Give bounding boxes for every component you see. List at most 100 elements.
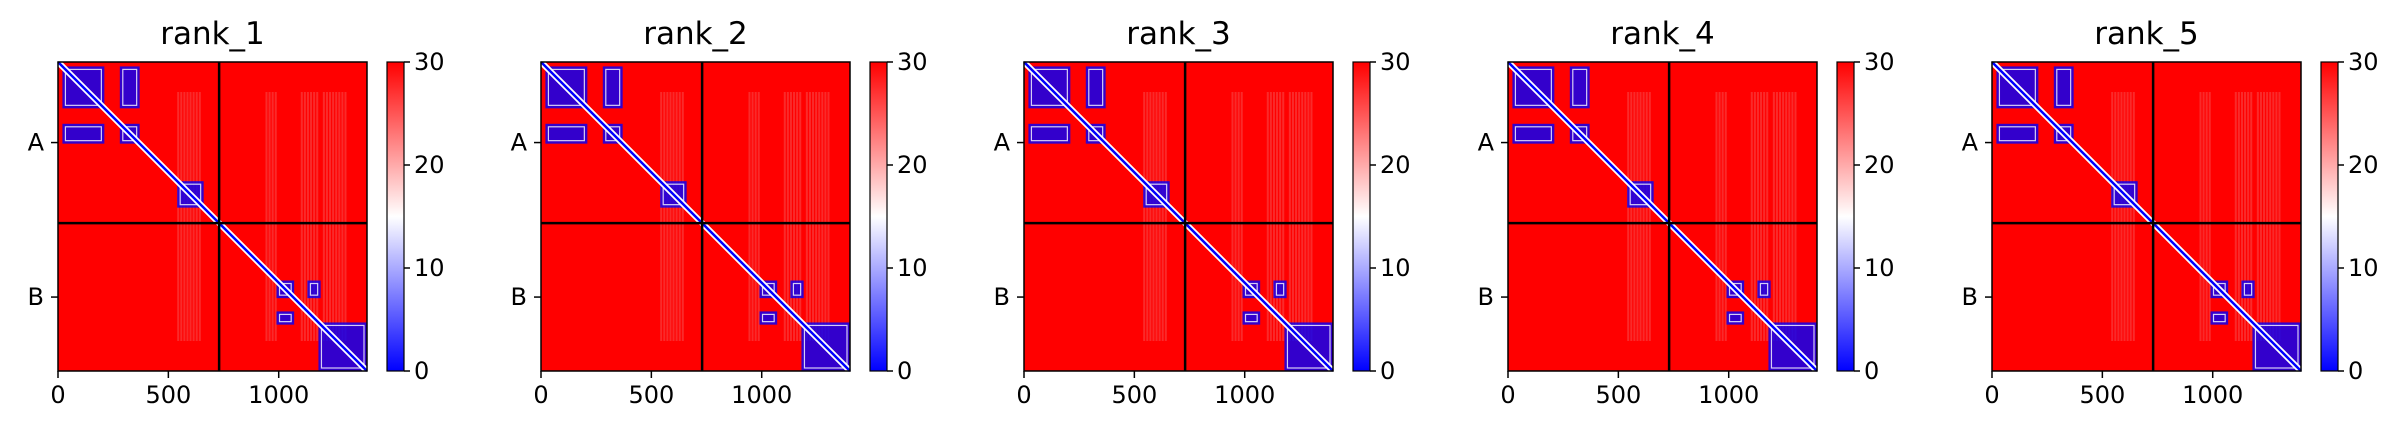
- texture-stripe: [1269, 92, 1272, 341]
- texture-stripe: [189, 92, 192, 341]
- texture-stripe: [757, 92, 760, 341]
- colorbar-tick-label: 0: [2348, 357, 2363, 385]
- low-pae-block-edge: [64, 68, 102, 106]
- texture-stripe: [1237, 92, 1240, 341]
- heatmap-panel-3: rank_3 A B 0 500 1000 0 10 20 30: [994, 16, 1411, 409]
- texture-stripe: [1627, 92, 1630, 341]
- texture-stripe: [1298, 92, 1301, 341]
- texture-stripe: [1779, 92, 1782, 341]
- colorbar-tick-label: 10: [2348, 254, 2379, 282]
- texture-stripe: [1715, 92, 1718, 341]
- low-pae-block-edge: [547, 126, 585, 142]
- low-pae-block-edge: [1145, 183, 1168, 206]
- texture-stripe: [2111, 92, 2114, 341]
- texture-stripe: [1146, 92, 1149, 341]
- texture-stripe: [2278, 92, 2281, 341]
- diagonal-line: [1991, 61, 2302, 372]
- texture-stripe: [1155, 92, 1158, 341]
- panel-title: rank_5: [2094, 16, 2199, 52]
- texture-stripe: [1724, 92, 1727, 341]
- texture-stripe: [2272, 92, 2275, 341]
- texture-stripe: [1750, 92, 1753, 341]
- texture-stripe: [2237, 92, 2240, 341]
- low-pae-block-edge: [761, 282, 775, 296]
- texture-stripe: [1630, 92, 1633, 341]
- texture-stripe: [799, 92, 802, 341]
- y-tick-label: A: [994, 129, 1011, 157]
- low-pae-block-edge: [2056, 68, 2072, 106]
- texture-stripe: [2114, 92, 2117, 341]
- texture-stripe: [341, 92, 344, 341]
- texture-stripe: [1782, 92, 1785, 341]
- low-pae-block-edge: [1244, 313, 1258, 323]
- texture-stripe: [274, 92, 277, 341]
- texture-stripe: [2250, 92, 2253, 341]
- texture-stripe: [796, 92, 799, 341]
- texture-stripe: [2234, 92, 2237, 341]
- low-pae-block-edge: [605, 68, 621, 106]
- texture-stripe: [306, 92, 309, 341]
- plot-frame: [1991, 61, 2302, 372]
- texture-stripe: [1164, 92, 1167, 341]
- texture-stripe: [1301, 92, 1304, 341]
- texture-stripe: [669, 92, 672, 341]
- x-tick-label: 0: [1016, 381, 1031, 409]
- low-pae-block-edge: [320, 324, 365, 369]
- texture-stripe: [681, 92, 684, 341]
- y-tick-label: A: [1478, 129, 1495, 157]
- texture-stripe: [1775, 92, 1778, 341]
- plot-frame: [1507, 61, 1818, 372]
- texture-stripe: [1760, 92, 1763, 341]
- colorbar: [2320, 61, 2339, 372]
- heatmap-texture: [2111, 92, 2281, 341]
- colorbar-tick-label: 20: [414, 151, 445, 179]
- colorbar: [1352, 61, 1371, 372]
- diagonal-line: [1023, 61, 1334, 372]
- heatmap-panel-1: rank_1 A B 0 500 1000 0 10 20 30: [28, 16, 445, 409]
- diagonal-line: [540, 61, 851, 372]
- x-tick-label: 1000: [1214, 381, 1275, 409]
- low-pae-block: [1996, 123, 2039, 144]
- low-pae-block-edge: [2212, 313, 2226, 323]
- heatmap-texture: [660, 92, 830, 341]
- texture-stripe: [300, 92, 303, 341]
- texture-stripe: [1788, 92, 1791, 341]
- texture-stripe: [2202, 92, 2205, 341]
- texture-stripe: [751, 92, 754, 341]
- texture-stripe: [1718, 92, 1721, 341]
- low-pae-block-edge: [792, 282, 802, 296]
- texture-stripe: [1766, 92, 1769, 341]
- texture-stripe: [2205, 92, 2208, 341]
- low-pae-block-edge: [662, 183, 685, 206]
- texture-stripe: [1288, 92, 1291, 341]
- texture-stripe: [1794, 92, 1797, 341]
- y-tick-label: B: [1478, 283, 1494, 311]
- y-tick-label: B: [511, 283, 527, 311]
- texture-stripe: [1240, 92, 1243, 341]
- texture-stripe: [2256, 92, 2259, 341]
- texture-stripe: [2244, 92, 2247, 341]
- colorbar: [869, 61, 888, 372]
- texture-stripe: [2120, 92, 2123, 341]
- colorbar-tick-label: 30: [2348, 48, 2379, 76]
- texture-stripe: [783, 92, 786, 341]
- texture-stripe: [1282, 92, 1285, 341]
- low-pae-block-edge: [2254, 324, 2299, 369]
- texture-stripe: [1633, 92, 1636, 341]
- plot-frame: [1023, 61, 1334, 372]
- low-pae-block-edge: [1759, 282, 1769, 296]
- colorbar-tick-label: 0: [897, 357, 912, 385]
- colorbar-tick-label: 30: [1864, 48, 1895, 76]
- texture-stripe: [186, 92, 189, 341]
- texture-stripe: [310, 92, 313, 341]
- texture-stripe: [313, 92, 316, 341]
- texture-stripe: [1295, 92, 1298, 341]
- texture-stripe: [1234, 92, 1237, 341]
- x-tick-label: 0: [533, 381, 548, 409]
- x-tick-label: 1000: [731, 381, 792, 409]
- low-pae-block-edge: [309, 282, 319, 296]
- texture-stripe: [815, 92, 818, 341]
- texture-stripe: [1721, 92, 1724, 341]
- low-pae-block-edge: [278, 313, 292, 323]
- texture-stripe: [1307, 92, 1310, 341]
